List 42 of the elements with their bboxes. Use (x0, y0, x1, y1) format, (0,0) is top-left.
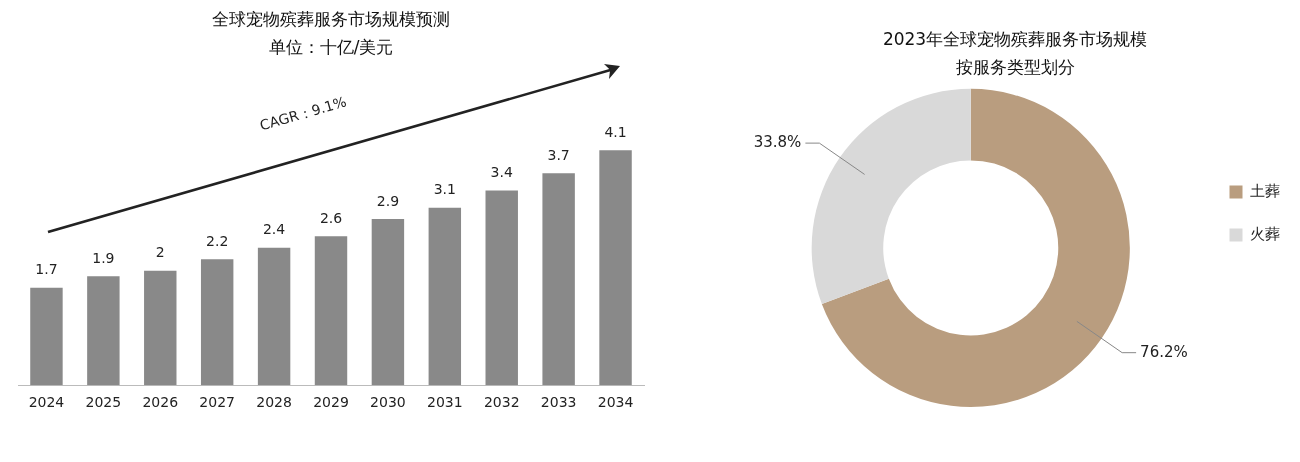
bar (371, 219, 405, 386)
bar (314, 236, 348, 386)
chart-title: 2023年全球宠物殡葬服务市场规模 (882, 28, 1148, 49)
x-tick-label: 2031 (427, 394, 463, 411)
data-label: 2.6 (319, 209, 343, 226)
data-label: 76.2% (1140, 342, 1188, 361)
bar (599, 150, 632, 386)
x-tick-label: 2024 (28, 394, 65, 411)
data-label: 2.4 (262, 221, 286, 238)
data-label: 2.9 (376, 192, 400, 209)
x-tick-label: 2032 (483, 394, 520, 411)
x-tick-label: 2033 (540, 394, 577, 411)
legend-label: 火葬 (1250, 224, 1280, 243)
bar (144, 270, 177, 386)
chart-subtitle: 按服务类型划分 (955, 57, 1075, 78)
x-tick-label: 2027 (199, 394, 235, 411)
data-label: 3.4 (490, 164, 513, 181)
data-label: 1.9 (92, 250, 115, 267)
data-label: 3.7 (547, 146, 570, 163)
bar (257, 247, 291, 386)
legend-label: 土葬 (1250, 181, 1280, 200)
text: CAGR：9.1% (258, 93, 349, 136)
x-tick-label: 2034 (597, 394, 634, 411)
data-label: 2 (155, 244, 165, 261)
x-tick-label: 2026 (142, 394, 179, 411)
bar (87, 276, 120, 386)
bar (428, 207, 462, 386)
chart-subtitle: 单位：十亿/美元 (268, 37, 394, 58)
data-label: 3.1 (433, 181, 456, 198)
x-tick-label: 2030 (370, 394, 406, 411)
data-label: 1.7 (35, 261, 58, 278)
data-label: 4.1 (604, 123, 627, 140)
bar (485, 190, 518, 386)
x-tick-label: 2028 (256, 394, 292, 411)
data-label: 33.8% (753, 133, 802, 152)
data-label: 2.2 (206, 232, 229, 249)
x-tick-label: 2029 (313, 394, 349, 411)
bar (200, 259, 234, 386)
bar (30, 287, 63, 386)
chart-title: 全球宠物殡葬服务市场规模预测 (212, 8, 450, 29)
bar (542, 173, 575, 386)
x-tick-label: 2025 (85, 394, 122, 411)
